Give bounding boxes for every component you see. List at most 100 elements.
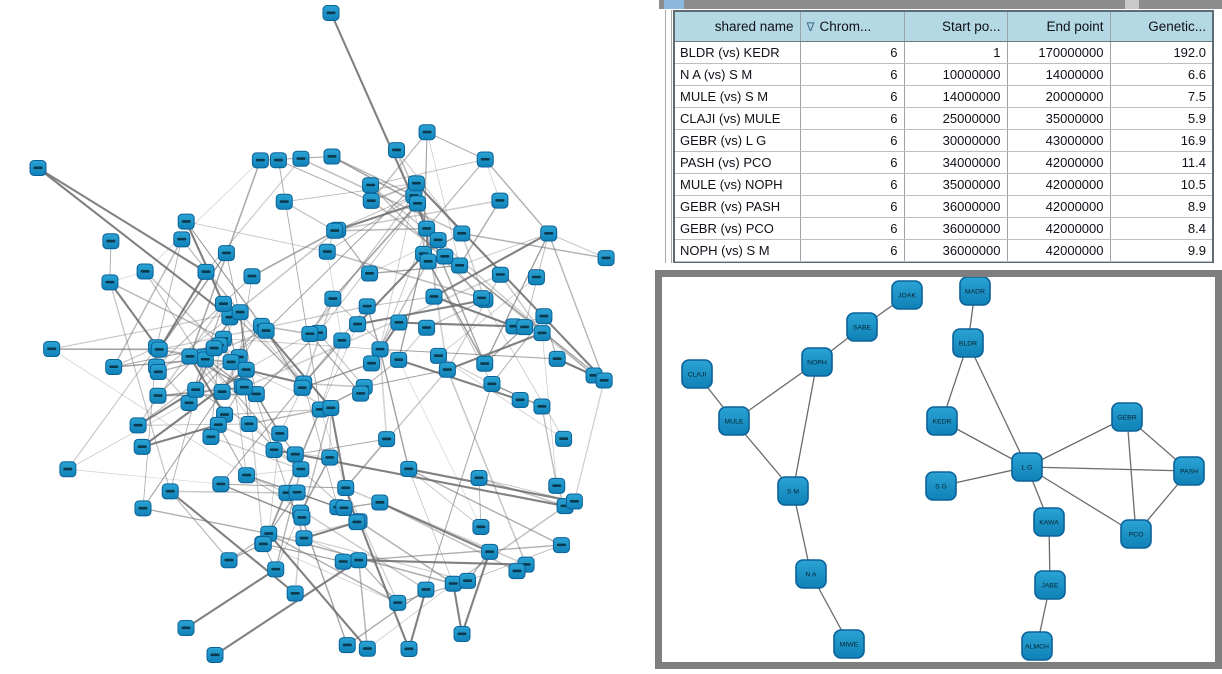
network-node[interactable] <box>371 494 389 511</box>
column-header[interactable]: End point <box>1006 12 1110 42</box>
table-cell[interactable]: 14000000 <box>1006 63 1110 86</box>
network-node[interactable] <box>481 543 499 560</box>
network-node[interactable]: CLAJI <box>681 359 713 389</box>
network-node[interactable] <box>243 268 261 285</box>
network-node[interactable] <box>516 319 534 336</box>
network-node[interactable] <box>417 581 435 598</box>
table-cell[interactable]: GEBR (vs) PASH <box>675 195 800 218</box>
table-row[interactable]: GEBR (vs) PASH 6 36000000 42000000 8.9 <box>675 195 1212 218</box>
network-node[interactable] <box>212 476 230 493</box>
network-node[interactable] <box>472 518 490 535</box>
network-node[interactable] <box>548 350 566 367</box>
network-node[interactable] <box>177 620 195 636</box>
network-node[interactable] <box>429 232 447 249</box>
node-shape[interactable] <box>833 629 865 659</box>
table-cell[interactable]: PASH (vs) PCO <box>675 151 800 174</box>
table-cell[interactable]: 6 <box>799 151 904 174</box>
network-node[interactable]: MIWE <box>833 629 865 659</box>
table-row[interactable]: PASH (vs) PCO 6 34000000 42000000 11.4 <box>675 151 1212 174</box>
network-node[interactable] <box>271 425 289 442</box>
network-node[interactable] <box>363 355 381 372</box>
network-node[interactable] <box>361 265 379 282</box>
network-node[interactable] <box>436 248 454 265</box>
table-cell[interactable]: MULE (vs) S M <box>675 85 800 108</box>
network-node[interactable] <box>136 263 154 280</box>
table-row[interactable]: BLDR (vs) KEDR 6 1 170000000 192.0 <box>675 41 1212 64</box>
table-cell[interactable]: 42000000 <box>1006 195 1110 218</box>
network-node[interactable] <box>187 381 205 398</box>
node-shape[interactable] <box>1111 402 1143 432</box>
table-row[interactable]: MULE (vs) NOPH 6 35000000 42000000 10.5 <box>675 173 1212 196</box>
network-node[interactable] <box>209 416 227 433</box>
main-network-view[interactable] <box>0 0 655 669</box>
network-node[interactable] <box>254 536 272 553</box>
network-node[interactable] <box>149 387 167 404</box>
table-cell[interactable]: 192.0 <box>1109 41 1212 64</box>
network-node[interactable] <box>476 151 494 168</box>
network-node[interactable]: BLDR <box>952 328 984 358</box>
network-node[interactable] <box>533 325 551 342</box>
table-row[interactable]: NOPH (vs) S M 6 36000000 42000000 9.9 <box>675 239 1212 262</box>
network-node[interactable] <box>453 626 471 642</box>
network-node[interactable] <box>565 493 583 510</box>
network-node[interactable] <box>206 647 224 663</box>
table-cell[interactable]: 6.6 <box>1109 63 1212 86</box>
network-node[interactable] <box>348 514 366 531</box>
network-node[interactable] <box>390 314 408 331</box>
network-node[interactable] <box>418 124 436 141</box>
network-node[interactable] <box>511 391 529 408</box>
network-node[interactable]: ALMCH <box>1021 631 1053 661</box>
table-cell[interactable]: 36000000 <box>903 195 1007 218</box>
network-node[interactable] <box>349 316 367 333</box>
network-node[interactable] <box>161 483 179 500</box>
network-node[interactable] <box>378 431 396 448</box>
table-cell[interactable]: 9.9 <box>1109 239 1212 262</box>
network-node[interactable] <box>358 298 376 315</box>
network-node[interactable] <box>292 461 310 478</box>
network-node[interactable] <box>333 332 351 349</box>
network-node[interactable] <box>205 340 223 357</box>
network-node[interactable] <box>293 509 311 526</box>
network-node[interactable] <box>388 142 406 159</box>
table-cell[interactable]: 36000000 <box>903 239 1007 262</box>
network-node[interactable] <box>238 467 256 484</box>
table-row[interactable]: N A (vs) S M 6 10000000 14000000 6.6 <box>675 63 1212 86</box>
table-cell[interactable]: 8.9 <box>1109 195 1212 218</box>
network-node[interactable] <box>301 325 319 342</box>
table-cell[interactable]: 5.9 <box>1109 107 1212 130</box>
node-shape[interactable] <box>718 406 750 436</box>
network-node[interactable] <box>418 319 436 336</box>
network-node[interactable] <box>322 5 340 21</box>
node-shape[interactable] <box>891 280 923 310</box>
table-cell[interactable]: N A (vs) S M <box>675 63 800 86</box>
network-node[interactable] <box>133 438 151 455</box>
network-node[interactable] <box>105 358 123 375</box>
network-node[interactable] <box>129 417 147 434</box>
network-node[interactable] <box>288 484 306 501</box>
network-node[interactable] <box>177 213 195 230</box>
table-cell[interactable]: NOPH (vs) S M <box>675 239 800 262</box>
network-node[interactable] <box>418 220 436 237</box>
network-node[interactable] <box>390 351 408 368</box>
network-node[interactable] <box>213 383 231 400</box>
network-node[interactable] <box>134 500 152 517</box>
table-cell[interactable]: 8.4 <box>1109 217 1212 240</box>
column-header[interactable]: shared name <box>675 12 800 42</box>
table-cell[interactable]: 35000000 <box>903 173 1007 196</box>
table-cell[interactable]: 6 <box>799 107 904 130</box>
network-node[interactable] <box>222 354 240 371</box>
network-node[interactable] <box>533 398 551 415</box>
network-node[interactable]: MADR <box>959 277 991 306</box>
filter-icon[interactable]: ∇ <box>806 19 815 34</box>
table-cell[interactable]: BLDR (vs) KEDR <box>675 41 800 64</box>
network-node[interactable]: KAWA <box>1033 507 1065 537</box>
network-node[interactable]: SABE <box>846 312 878 342</box>
network-node[interactable] <box>197 263 215 280</box>
table-cell[interactable]: 20000000 <box>1006 85 1110 108</box>
table-cell[interactable]: 6 <box>799 173 904 196</box>
network-node[interactable] <box>527 269 545 286</box>
table-row[interactable]: MULE (vs) S M 6 14000000 20000000 7.5 <box>675 85 1212 108</box>
node-shape[interactable] <box>959 277 991 306</box>
network-node[interactable] <box>555 430 573 447</box>
network-node[interactable] <box>265 441 283 458</box>
